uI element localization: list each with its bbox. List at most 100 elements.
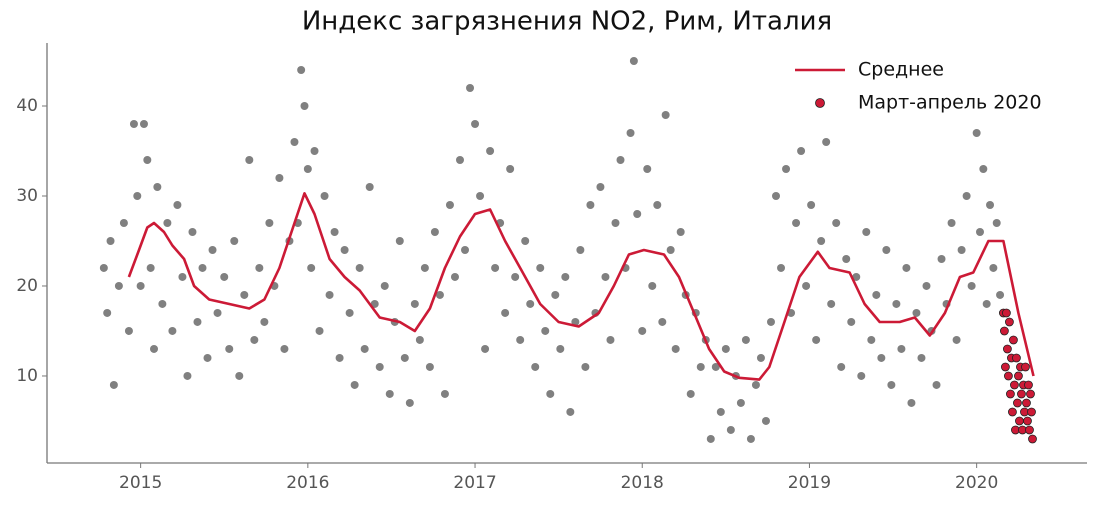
point <box>601 272 610 281</box>
point <box>173 200 182 209</box>
point <box>1001 362 1010 372</box>
point <box>340 245 349 254</box>
point <box>260 317 269 326</box>
point <box>726 425 735 434</box>
point <box>1013 398 1022 408</box>
point <box>360 344 369 353</box>
point <box>566 407 575 416</box>
point <box>797 146 806 155</box>
point <box>235 371 244 380</box>
point <box>892 299 901 308</box>
point <box>450 272 459 281</box>
point <box>922 281 931 290</box>
point <box>220 272 229 281</box>
point <box>521 236 530 245</box>
point <box>992 218 1001 227</box>
point <box>501 308 510 317</box>
point <box>476 191 485 200</box>
point <box>872 290 881 299</box>
point <box>350 380 359 389</box>
point <box>440 389 449 398</box>
point <box>481 344 490 353</box>
point <box>280 344 289 353</box>
point <box>310 146 319 155</box>
point <box>265 218 274 227</box>
point <box>511 272 520 281</box>
point <box>546 389 555 398</box>
point <box>307 263 316 272</box>
point <box>1010 380 1019 390</box>
point <box>516 335 525 344</box>
point <box>751 380 760 389</box>
point <box>1014 371 1023 381</box>
point <box>466 83 475 92</box>
point <box>822 137 831 146</box>
point <box>777 263 786 272</box>
point <box>325 290 334 299</box>
point <box>1027 407 1036 417</box>
point <box>979 164 988 173</box>
point <box>706 434 715 443</box>
point <box>581 362 590 371</box>
point <box>1024 380 1033 390</box>
point <box>1003 344 1012 354</box>
legend-label: Среднее <box>858 59 944 81</box>
point <box>716 407 725 416</box>
point <box>917 353 926 362</box>
point <box>912 308 921 317</box>
point <box>541 326 550 335</box>
point <box>1005 317 1014 327</box>
point <box>1025 425 1034 435</box>
point <box>975 227 984 236</box>
point <box>902 263 911 272</box>
point <box>576 245 585 254</box>
point <box>827 299 836 308</box>
point <box>1021 362 1030 372</box>
x-tick-label: 2020 <box>955 473 998 493</box>
point <box>385 389 394 398</box>
point <box>653 200 662 209</box>
point <box>957 245 966 254</box>
point <box>99 263 108 272</box>
point <box>996 290 1005 299</box>
point <box>146 263 155 272</box>
point <box>129 119 138 128</box>
point <box>802 281 811 290</box>
point <box>561 272 570 281</box>
point <box>455 155 464 164</box>
point <box>633 209 642 218</box>
x-tick-label: 2016 <box>286 473 329 493</box>
point <box>193 317 202 326</box>
point <box>461 245 470 254</box>
point <box>1002 308 1011 318</box>
x-tick-label: 2017 <box>453 473 496 493</box>
point <box>203 353 212 362</box>
point <box>606 335 615 344</box>
point <box>661 110 670 119</box>
point <box>596 182 605 191</box>
legend-label: Март-апрель 2020 <box>858 92 1042 114</box>
point <box>852 272 861 281</box>
point <box>425 362 434 371</box>
point <box>782 164 791 173</box>
point <box>967 281 976 290</box>
point <box>1012 353 1021 363</box>
point <box>1000 326 1009 336</box>
point <box>629 56 638 65</box>
point <box>150 344 159 353</box>
point <box>982 299 991 308</box>
point <box>626 128 635 137</box>
point <box>812 335 821 344</box>
point <box>158 299 167 308</box>
point <box>143 155 152 164</box>
point <box>320 191 329 200</box>
point <box>1008 407 1017 417</box>
point <box>766 317 775 326</box>
point <box>471 119 480 128</box>
point <box>531 362 540 371</box>
point <box>1009 335 1018 345</box>
x-tick-label: 2019 <box>788 473 831 493</box>
point <box>365 182 374 191</box>
point <box>136 281 145 290</box>
point <box>178 272 187 281</box>
